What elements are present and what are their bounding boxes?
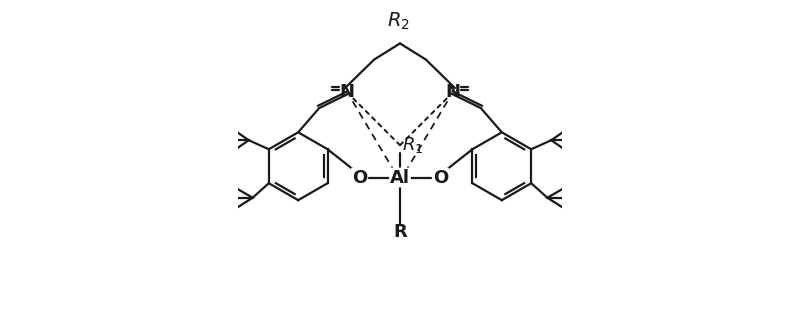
Text: N: N [339, 83, 354, 101]
Text: R: R [393, 224, 407, 242]
Text: N: N [446, 83, 461, 101]
Text: $R_2$: $R_2$ [387, 11, 410, 32]
Text: O: O [433, 169, 448, 186]
Text: $R_1$: $R_1$ [402, 135, 423, 155]
Text: Al: Al [390, 169, 410, 186]
Text: O: O [352, 169, 367, 186]
